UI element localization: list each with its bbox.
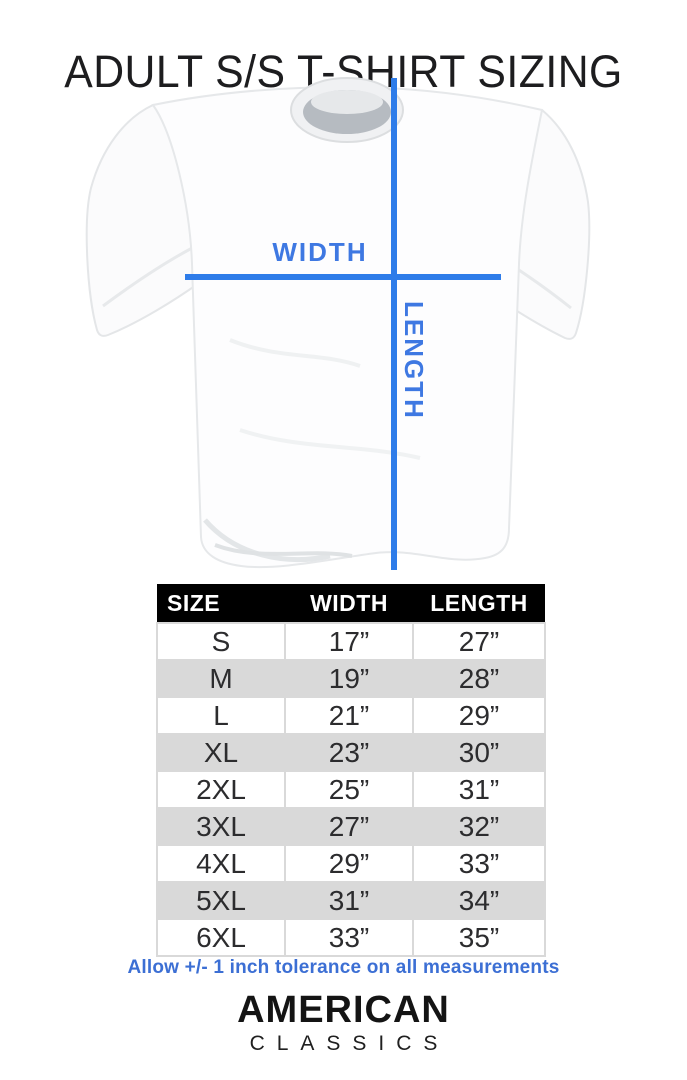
length-cell: 32” — [412, 807, 546, 846]
table-row: 2XL 25” 31” — [156, 770, 546, 809]
length-cell: 31” — [412, 770, 546, 809]
length-cell: 34” — [412, 881, 546, 920]
wrinkle-line — [229, 338, 361, 368]
width-cell: 31” — [284, 881, 414, 920]
width-cell: 23” — [284, 733, 414, 772]
table-row: 4XL 29” 33” — [156, 844, 546, 883]
table-row: XL 23” 30” — [156, 733, 546, 772]
size-cell: S — [156, 622, 286, 661]
length-cell: 35” — [412, 918, 546, 957]
tshirt-torso — [151, 85, 544, 569]
length-cell: 30” — [412, 733, 546, 772]
size-cell: M — [156, 659, 286, 698]
size-cell: 3XL — [156, 807, 286, 846]
size-table: SIZE WIDTH LENGTH S 17” 27” M 19” 28” L 21” 29” XL 2… — [156, 584, 546, 957]
width-measure-line — [185, 274, 501, 280]
size-cell: 4XL — [156, 844, 286, 883]
column-header-size: SIZE — [157, 584, 285, 623]
left-cuff-seam — [102, 244, 197, 308]
size-table-body: S 17” 27” M 19” 28” L 21” 29” XL 23” 30” 2XL 25” 31” 3X… — [156, 622, 546, 957]
tolerance-note: Allow +/- 1 inch tolerance on all measur… — [127, 957, 560, 978]
table-row: S 17” 27” — [156, 622, 546, 661]
width-cell: 25” — [284, 770, 414, 809]
column-header-width: WIDTH — [285, 584, 413, 623]
width-cell: 21” — [284, 696, 414, 735]
american-classics-logo: AMERICAN CLASSICS — [0, 991, 687, 1054]
length-cell: 27” — [412, 622, 546, 661]
length-measure-line — [391, 78, 397, 570]
length-label: LENGTH — [399, 301, 429, 420]
width-label: WIDTH — [272, 237, 368, 267]
length-cell: 28” — [412, 659, 546, 698]
width-cell: 33” — [284, 918, 414, 957]
table-row: 5XL 31” 34” — [156, 881, 546, 920]
wrinkle-line — [239, 428, 421, 460]
size-table-header: SIZE WIDTH LENGTH — [157, 584, 545, 623]
logo-secondary-text: CLASSICS — [249, 1032, 450, 1055]
table-row: 3XL 27” 32” — [156, 807, 546, 846]
size-cell: 2XL — [156, 770, 286, 809]
hem-line — [214, 543, 353, 558]
logo-primary-text: AMERICAN — [237, 989, 450, 1031]
width-cell: 29” — [284, 844, 414, 883]
width-cell: 27” — [284, 807, 414, 846]
size-cell: XL — [156, 733, 286, 772]
width-cell: 19” — [284, 659, 414, 698]
table-row: 6XL 33” 35” — [156, 918, 546, 957]
collar-back-panel — [311, 90, 383, 114]
header-row: SIZE WIDTH LENGTH — [157, 584, 545, 623]
width-cell: 17” — [284, 622, 414, 661]
length-cell: 33” — [412, 844, 546, 883]
column-header-length: LENGTH — [413, 584, 545, 623]
table-row: L 21” 29” — [156, 696, 546, 735]
table-row: M 19” 28” — [156, 659, 546, 698]
length-cell: 29” — [412, 696, 546, 735]
size-cell: 6XL — [156, 918, 286, 957]
size-cell: L — [156, 696, 286, 735]
size-cell: 5XL — [156, 881, 286, 920]
